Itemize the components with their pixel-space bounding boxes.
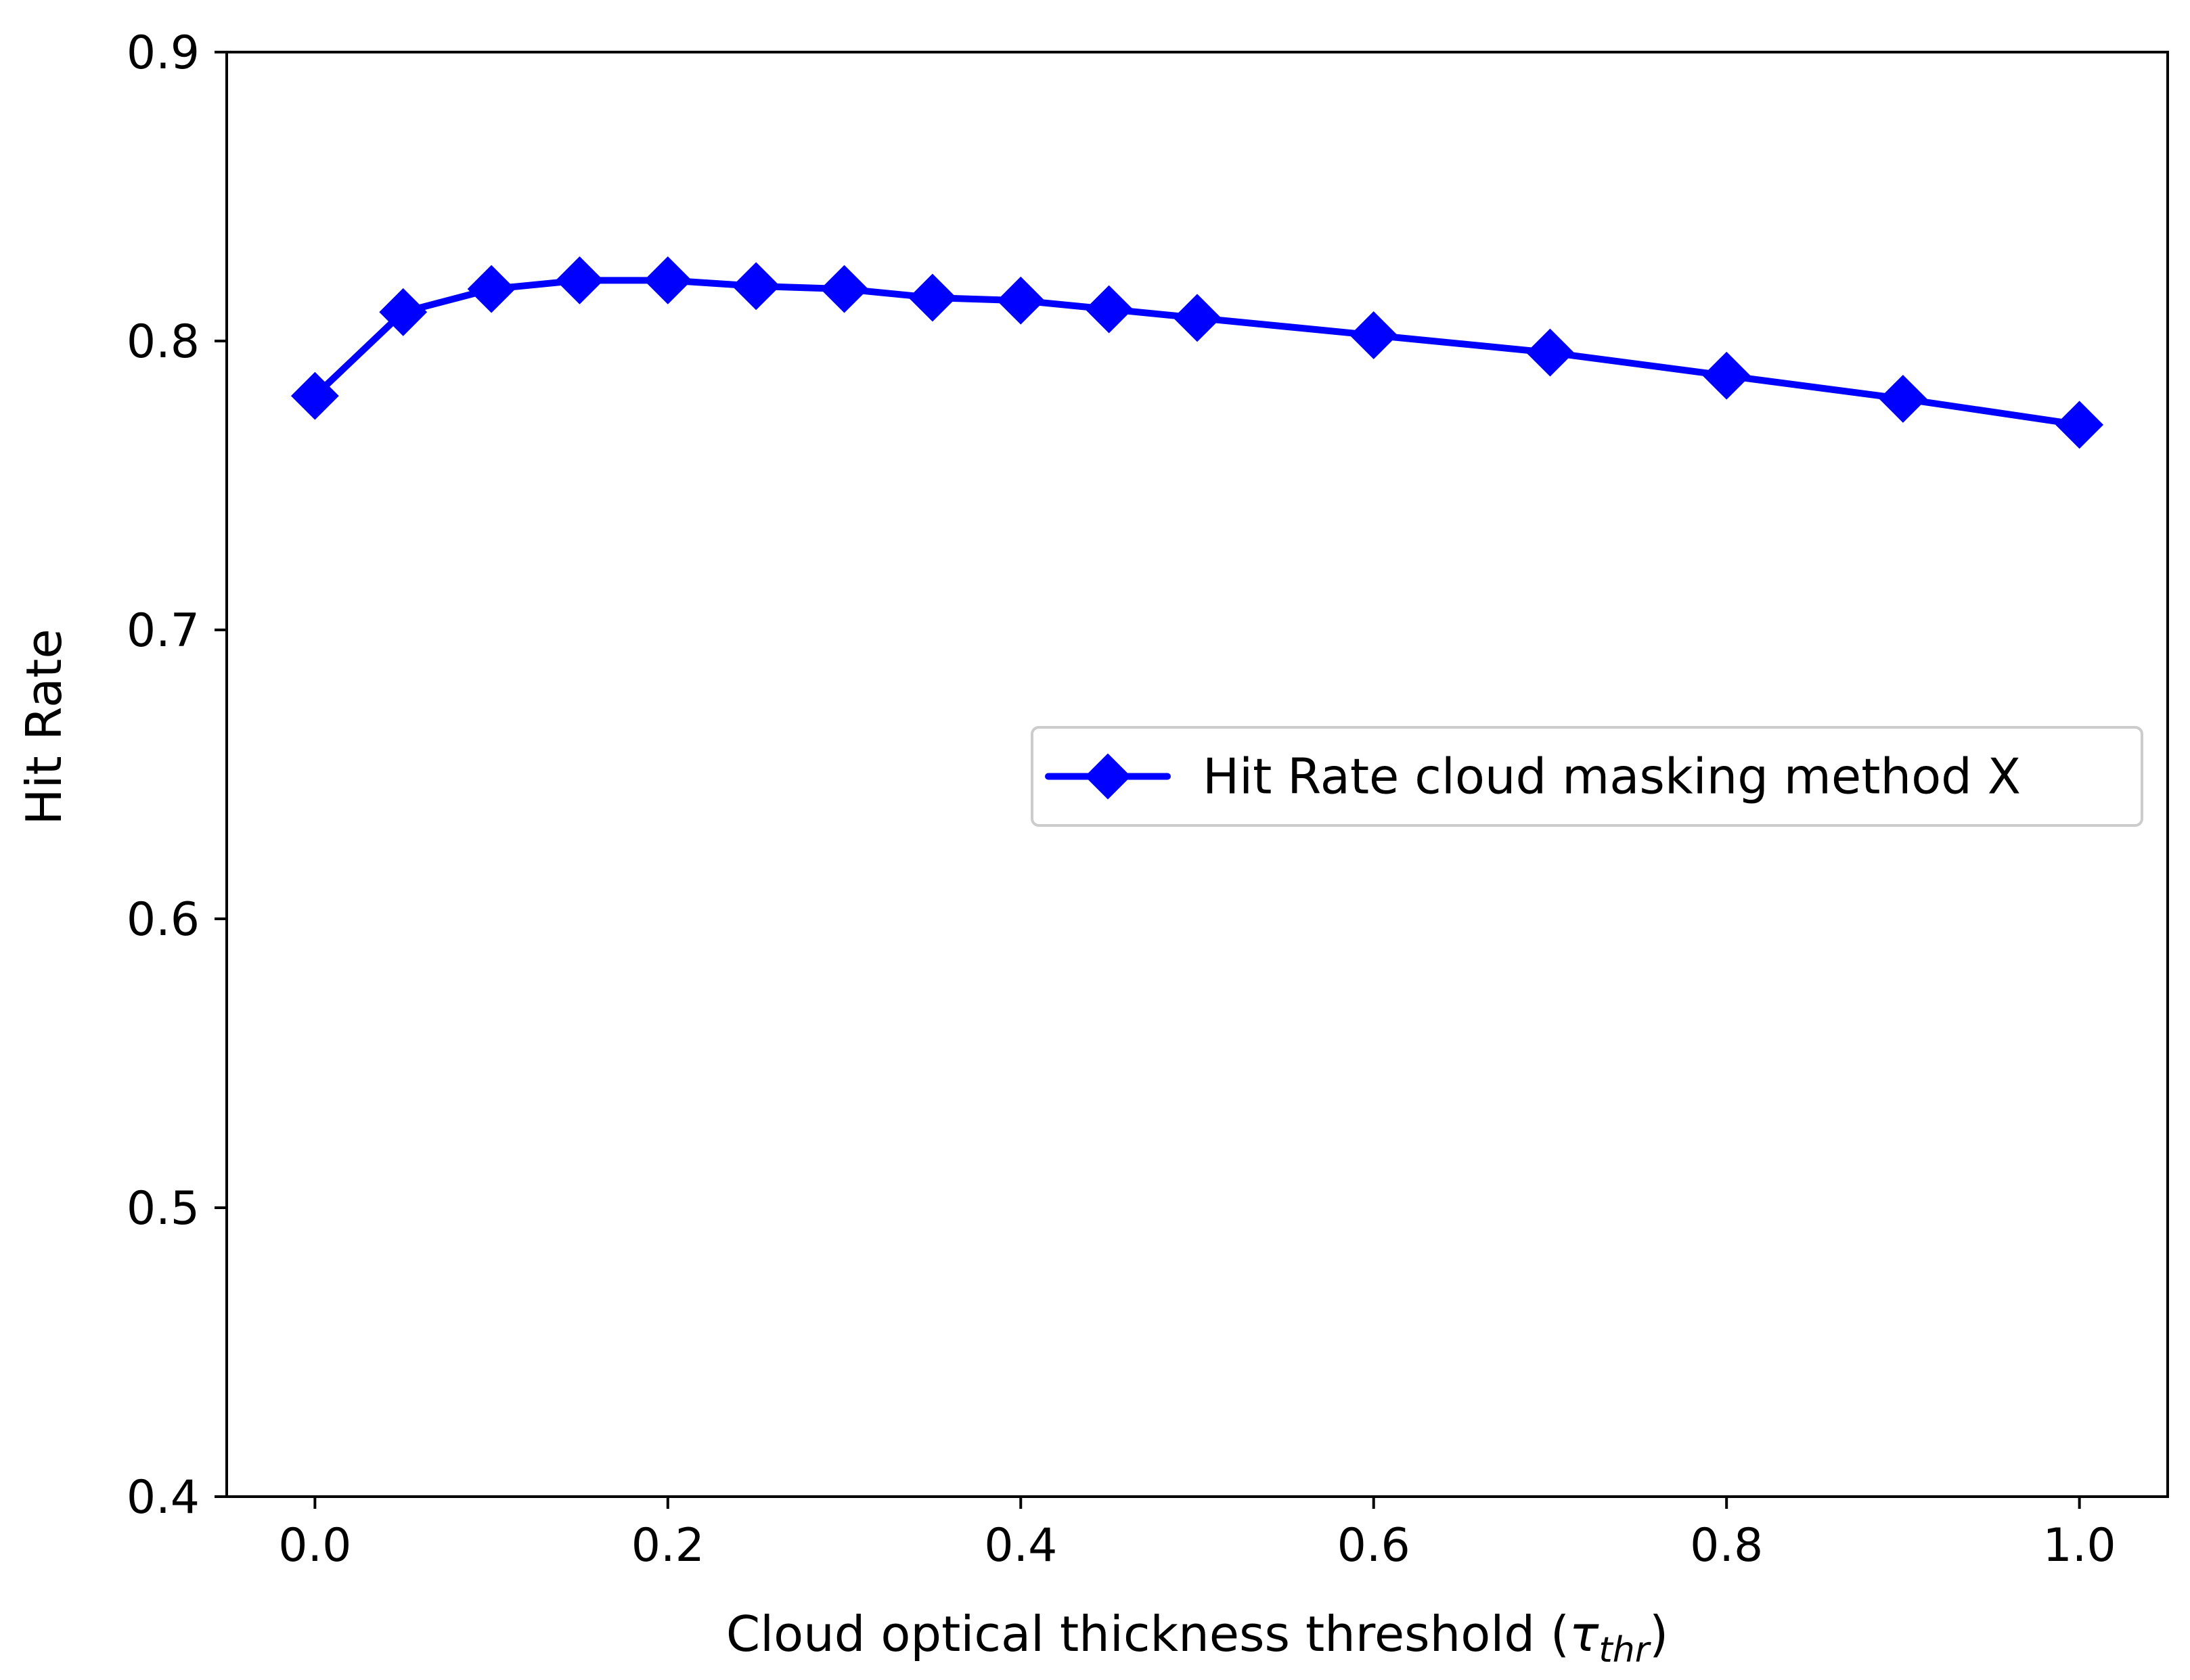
legend-marker-swatch — [1085, 753, 1131, 800]
data-point-marker — [644, 256, 692, 304]
x-axis-label-close: ) — [1649, 1606, 1668, 1662]
x-axis-label-main: Cloud optical thickness threshold ( — [726, 1606, 1569, 1662]
data-point-marker — [1879, 374, 1927, 423]
axes-layer: 0.0 0.2 0.4 0.6 0.8 1.0 0.4 0.5 0.6 0.7 0.8 0.9 — [127, 26, 2169, 1572]
y-tick-label: 0.9 — [127, 26, 200, 80]
data-point-marker — [732, 262, 780, 311]
data-point-marker — [1526, 328, 1574, 377]
y-tick-label: 0.8 — [127, 315, 200, 369]
legend-label: Hit Rate cloud masking method X — [1203, 748, 2021, 805]
x-tick-label: 0.4 — [984, 1519, 1057, 1572]
data-point-marker — [1173, 294, 1222, 342]
plot-frame — [225, 51, 2169, 1498]
y-tick-label: 0.6 — [127, 893, 200, 947]
x-axis-label: Cloud optical thickness threshold (τthr) — [726, 1606, 1668, 1671]
data-point-marker — [290, 371, 339, 420]
y-tick-label: 0.7 — [127, 604, 200, 658]
y-axis-label: Hit Rate — [16, 629, 72, 825]
x-tick-label: 0.8 — [1690, 1519, 1763, 1572]
data-point-marker — [996, 276, 1045, 325]
series-line — [311, 277, 2083, 428]
legend: Hit Rate cloud masking method X — [1031, 726, 2143, 827]
data-point-marker — [556, 256, 604, 304]
data-point-marker — [1349, 311, 1398, 359]
data-point-marker — [820, 265, 868, 313]
x-tick-label: 0.2 — [631, 1519, 705, 1572]
x-tick-label: 0.6 — [1337, 1519, 1410, 1572]
legend-box — [1031, 726, 2143, 827]
data-point-marker — [379, 288, 428, 336]
x-axis-label-subscript: thr — [1599, 1630, 1651, 1671]
x-axis-label-symbol: τ — [1569, 1606, 1599, 1662]
data-point-marker — [467, 265, 516, 313]
data-point-marker — [1085, 285, 1134, 334]
data-layer — [290, 256, 2104, 449]
data-point-marker — [1702, 351, 1751, 400]
y-tick-label: 0.4 — [127, 1471, 200, 1524]
data-point-marker — [908, 273, 957, 322]
x-tick-label: 1.0 — [2043, 1519, 2116, 1572]
y-tick-label: 0.5 — [127, 1182, 200, 1235]
x-tick-label: 0.0 — [278, 1519, 351, 1572]
data-point-marker — [2055, 401, 2104, 449]
